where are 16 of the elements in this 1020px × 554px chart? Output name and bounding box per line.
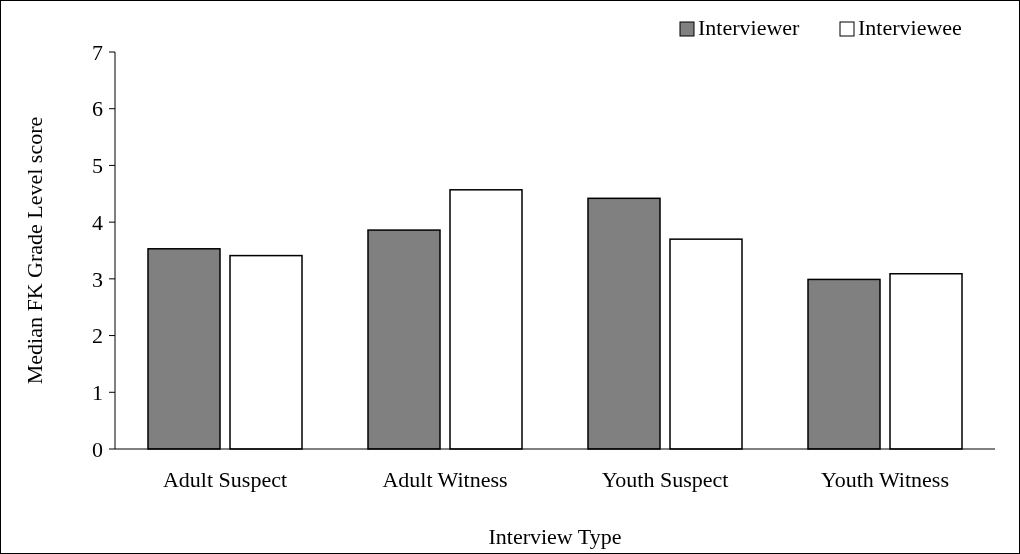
x-tick-label: Adult Witness [382, 467, 508, 492]
legend-label: Interviewee [858, 15, 962, 40]
x-tick-label: Youth Suspect [601, 467, 729, 492]
legend-label: Interviewer [698, 15, 801, 40]
y-tick-label: 2 [92, 323, 103, 349]
x-tick-label: Adult Suspect [162, 467, 288, 492]
y-tick-label: 6 [92, 96, 103, 122]
y-axis-title: Median FK Grade Level score [22, 116, 47, 385]
y-tick-label: 1 [92, 379, 103, 405]
x-tick-label: Youth Witness [821, 467, 949, 492]
y-tick-label: 0 [92, 436, 103, 462]
y-tick-label: 7 [92, 39, 103, 65]
x-axis-title: Interview Type [488, 524, 622, 549]
y-tick-label: 3 [92, 266, 103, 292]
y-tick-label: 5 [92, 153, 103, 179]
y-tick-label: 4 [92, 209, 103, 235]
